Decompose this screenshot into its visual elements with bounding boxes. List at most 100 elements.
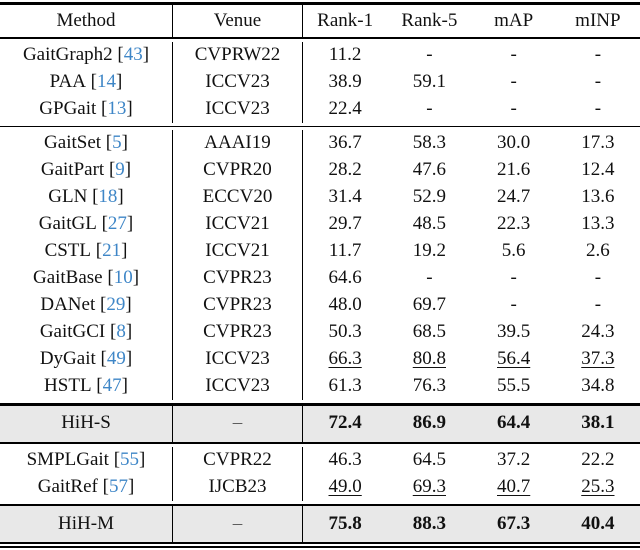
rank5-cell: 58.3 [412, 132, 446, 154]
rank1-cell: 46.3 [328, 449, 362, 471]
method-cell: SMPLGait [55] [0, 447, 173, 474]
citation-bracket: ] [126, 213, 134, 235]
rank5-cell: 86.9 [412, 412, 446, 434]
citation-bracket: ] [121, 375, 128, 397]
rank1-cell: 66.3 [328, 348, 362, 370]
method-cell: GaitPart [9] [0, 157, 173, 184]
minp-cell: 2.6 [586, 240, 610, 262]
method-name: GaitGraph2 [22, 43, 113, 65]
citation-bracket: [ [95, 348, 107, 370]
map-cell: - [510, 43, 517, 65]
citation-bracket: [ [112, 43, 124, 65]
citation-link[interactable]: 18 [98, 186, 118, 208]
rank5-cell: 68.5 [412, 321, 446, 343]
map-cell: 37.2 [497, 449, 531, 471]
citation-bracket: ] [125, 348, 133, 370]
citation-link[interactable]: 10 [113, 267, 133, 289]
map-cell: 21.6 [497, 159, 531, 181]
column-header-rank5: Rank-5 [401, 9, 458, 31]
citation-bracket: ] [121, 132, 128, 154]
minp-cell: - [594, 294, 602, 316]
venue-cell: CVPRW22 [173, 41, 303, 69]
group-rule [0, 441, 640, 444]
citation-link[interactable]: 27 [107, 213, 127, 235]
map-cell: - [510, 294, 517, 316]
citation-bracket: [ [108, 449, 121, 471]
citation-bracket: ] [125, 321, 133, 343]
minp-cell: 17.3 [581, 132, 615, 154]
citation-link[interactable]: 49 [106, 348, 126, 370]
rank1-cell: 72.4 [328, 412, 362, 434]
method-cell: HSTL [47] [0, 373, 173, 400]
rank1-cell: 11.2 [328, 43, 362, 65]
method-cell: GaitGCI [8] [0, 319, 173, 346]
rank5-cell: 80.8 [412, 348, 446, 370]
rank1-cell: 61.3 [328, 375, 362, 397]
minp-cell: 37.3 [581, 348, 615, 370]
section-hih-m: HiH-M – 75.8 88.3 67.3 40.4 [0, 506, 640, 542]
citation-bracket: ] [125, 294, 132, 316]
citation-link[interactable]: 43 [123, 43, 143, 65]
table-row: GaitGCI [8] CVPR23 50.3 68.5 39.5 24.3 [0, 319, 640, 346]
citation-link[interactable]: 5 [112, 132, 122, 154]
method-name: HSTL [44, 375, 92, 397]
rank5-cell: 48.5 [412, 213, 446, 235]
citation-link[interactable]: 14 [97, 70, 116, 92]
rank5-cell: 69.7 [412, 294, 446, 316]
rank5-cell: 19.2 [412, 240, 446, 262]
rank5-cell: 59.1 [412, 70, 446, 92]
citation-link[interactable]: 8 [116, 321, 126, 343]
table-row: DANet [29] CVPR23 48.0 69.7- - [0, 292, 640, 319]
venue-cell: CVPR23 [173, 265, 303, 292]
section-silhouette-based: GaitSet [5] AAAI19 36.7 58.3 30.0 17.3 GaitPar… [0, 127, 640, 403]
citation-link[interactable]: 21 [102, 240, 122, 262]
venue-cell: ICCV21 [173, 238, 303, 265]
map-cell: 40.7 [497, 476, 531, 498]
method-cell: GLN [18] [0, 184, 173, 211]
minp-cell: 13.3 [581, 213, 615, 235]
minp-cell: 38.1 [581, 412, 615, 434]
table-row: CSTL [21] ICCV21 11.7 19.2 5.6 2.6 [0, 238, 640, 265]
map-cell: 24.7 [497, 186, 531, 208]
table-row: HSTL [47] ICCV23 61.3 76.3 55.5 34.8 [0, 373, 640, 400]
rank1-cell: 49.0 [328, 476, 362, 498]
map-cell: 56.4 [497, 348, 531, 370]
citation-link[interactable]: 9 [115, 159, 125, 181]
method-cell: GaitSet [5] [0, 130, 173, 157]
citation-bracket: [ [85, 70, 97, 92]
rank5-cell: 64.5 [412, 449, 446, 471]
citation-link[interactable]: 29 [106, 294, 126, 316]
citation-link[interactable]: 47 [102, 375, 122, 397]
method-name: PAA [49, 70, 86, 92]
group-rule [0, 504, 640, 506]
venue-cell: – [173, 405, 303, 442]
citation-bracket: [ [102, 267, 114, 289]
minp-cell: 40.4 [581, 512, 615, 534]
citation-link[interactable]: 55 [120, 449, 140, 471]
method-name: SMPLGait [26, 449, 109, 471]
venue-cell: CVPR20 [173, 157, 303, 184]
citation-link[interactable]: 57 [108, 476, 128, 498]
venue-cell: CVPR23 [173, 319, 303, 346]
method-name: GaitRef [37, 476, 98, 498]
citation-bracket: [ [95, 294, 107, 316]
minp-cell: - [594, 97, 602, 119]
citation-bracket: ] [142, 43, 150, 65]
minp-cell: - [594, 267, 602, 289]
rank1-cell: 22.4 [328, 97, 362, 119]
venue-cell: CVPR22 [173, 447, 303, 474]
rank5-cell: - [426, 97, 433, 119]
map-cell: - [510, 97, 517, 119]
method-name: HiH-M [58, 512, 114, 534]
venue-cell: ICCV23 [173, 95, 303, 123]
rank5-cell: 76.3 [412, 375, 446, 397]
method-name: GLN [48, 186, 88, 208]
rank1-cell: 64.6 [328, 267, 362, 289]
minp-cell: - [594, 70, 602, 92]
rank1-cell: 75.8 [328, 512, 362, 534]
method-name: HiH-S [61, 412, 111, 434]
citation-bracket: ] [127, 476, 135, 498]
citation-link[interactable]: 13 [107, 97, 127, 119]
method-cell: DANet [29] [0, 292, 173, 319]
